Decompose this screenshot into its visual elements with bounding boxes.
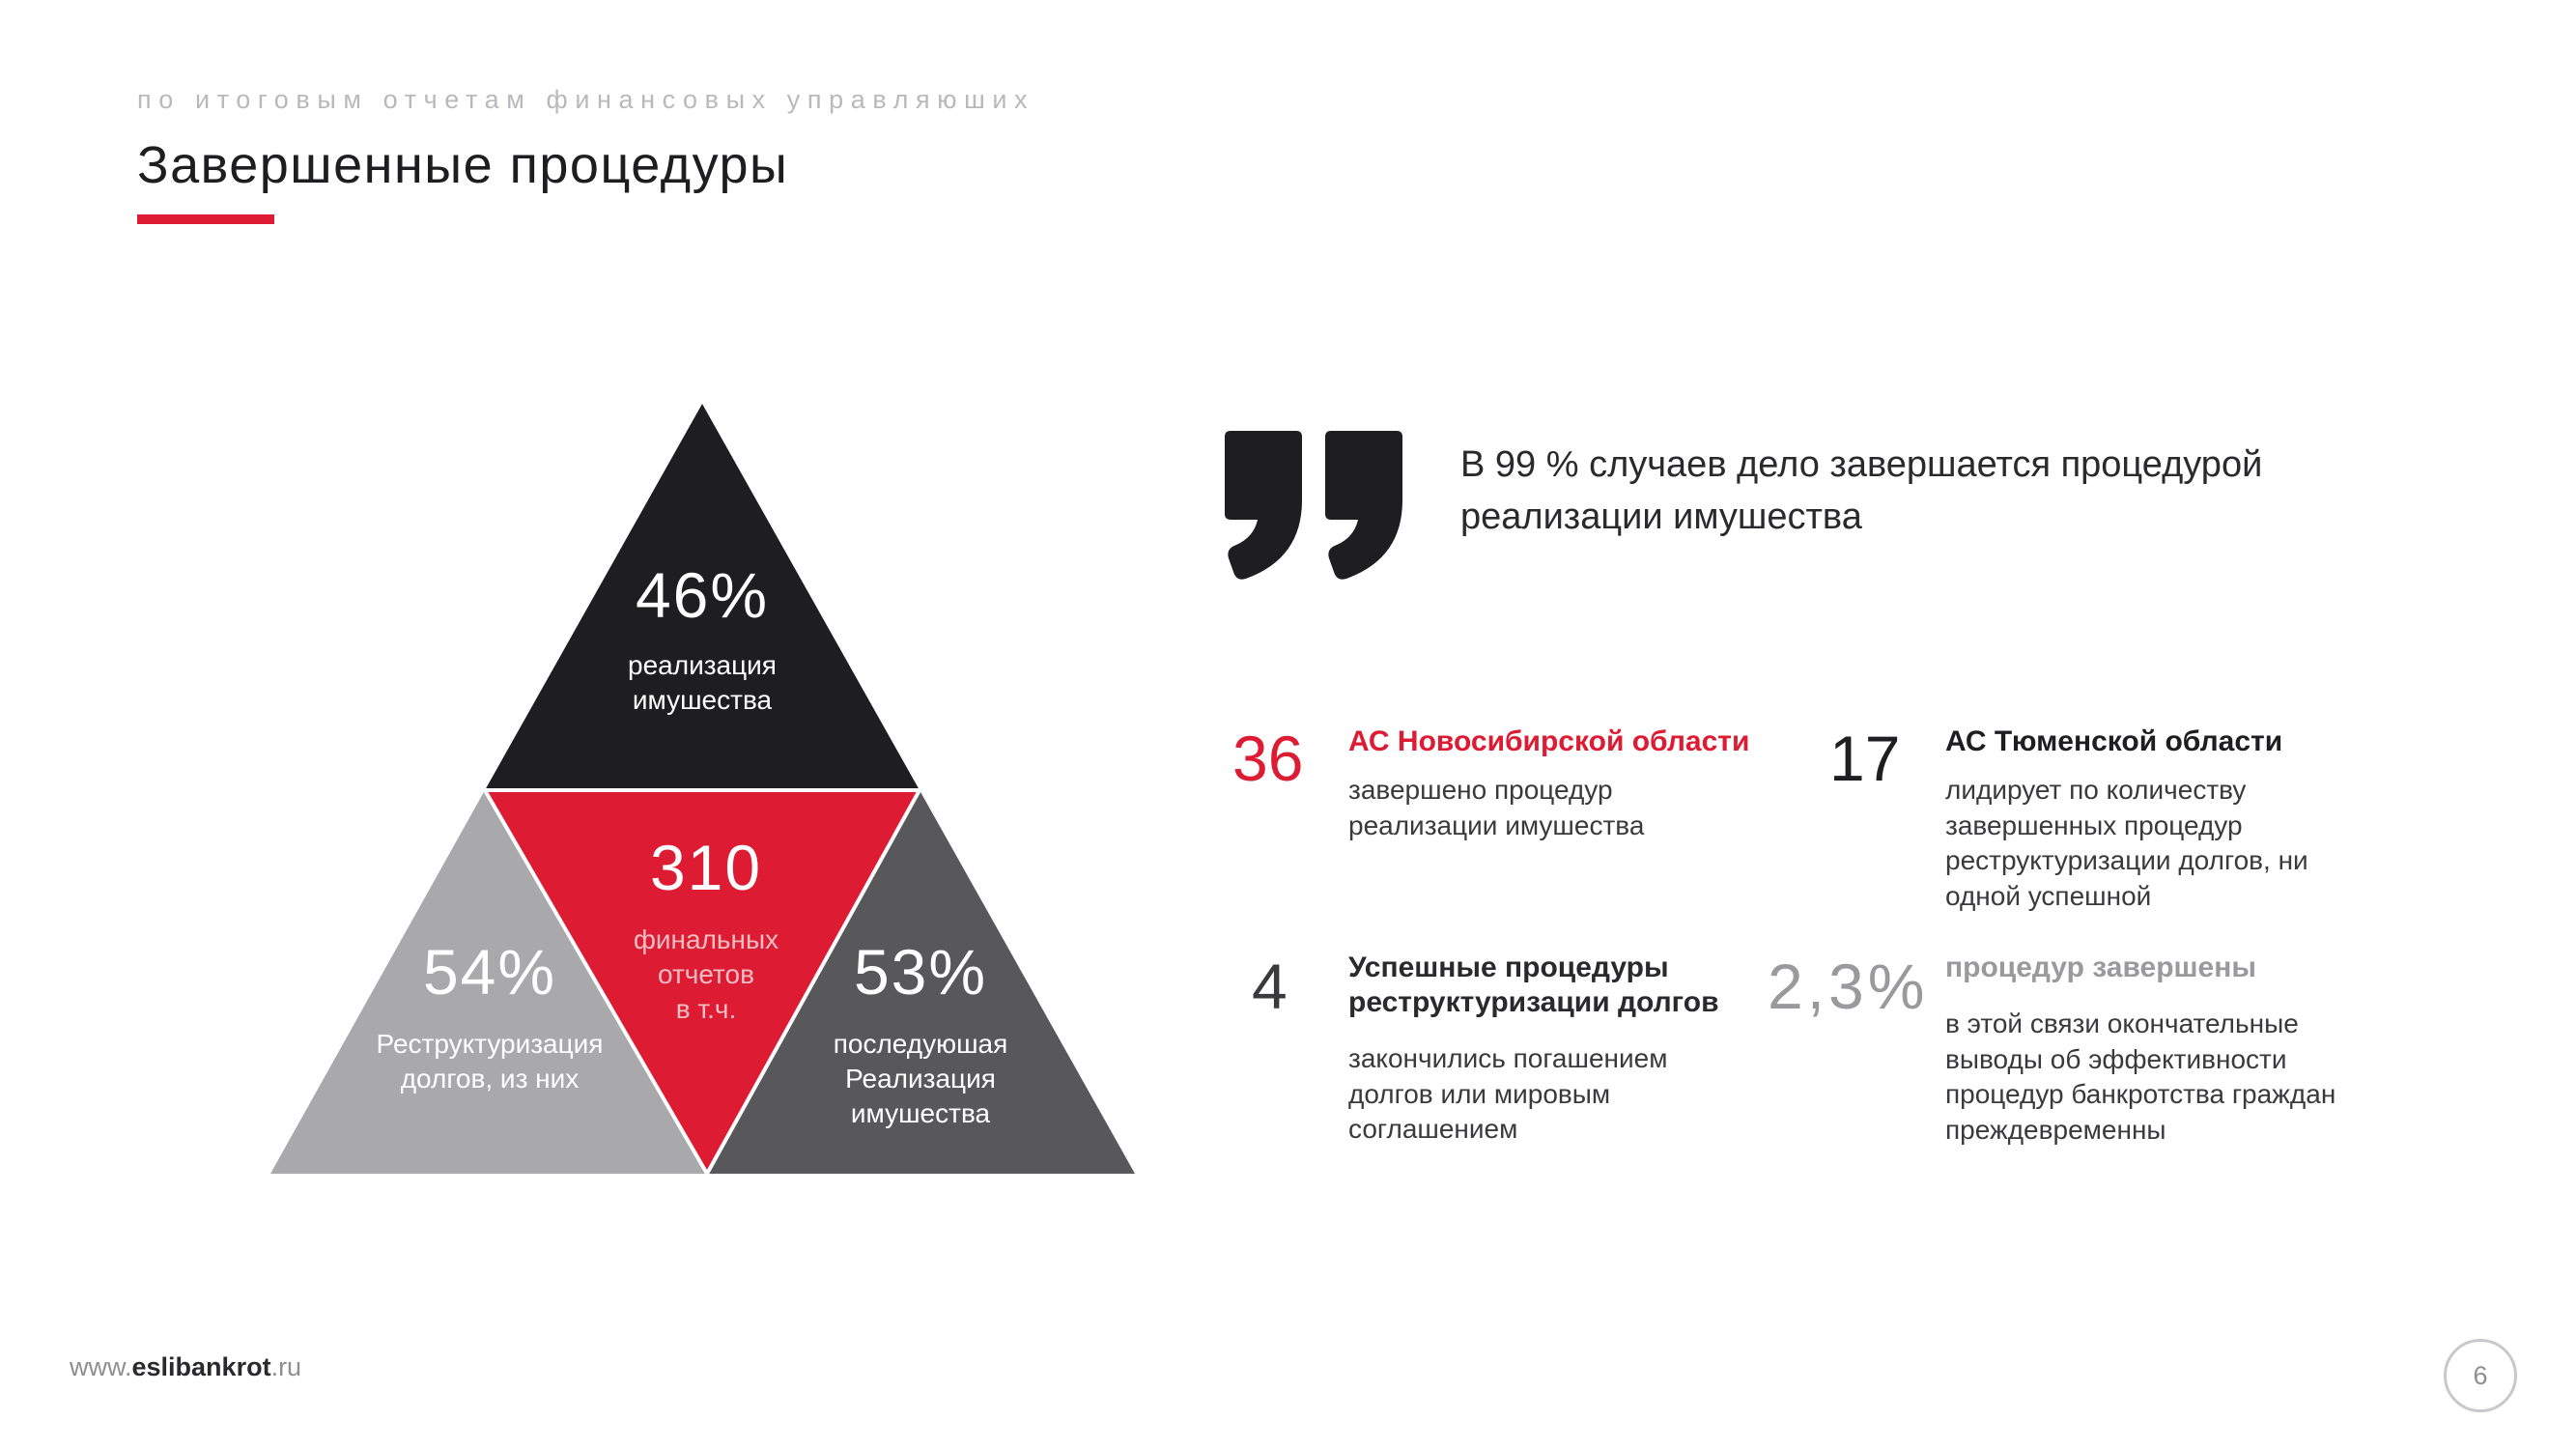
pyramid-top-triangle (485, 404, 920, 790)
stat-number-novosibirsk: 36 (1232, 723, 1304, 794)
stat-description-tyumen: лидирует по количеству завершенных проце… (1945, 775, 2308, 911)
stat-heading-successful: Успешные процедуры реструктуризации долг… (1348, 952, 1719, 1018)
stat-heading-tyumen: АС Тюменской области (1945, 725, 2283, 757)
stat-number-completed-share: 2,3% (1768, 951, 1929, 1022)
pyramid-top-value: 46% (636, 559, 769, 631)
pyramid-left-value: 54% (423, 936, 556, 1008)
pyramid-center-label-2: отчетов (658, 959, 754, 989)
pyramid-center-triangle (485, 790, 920, 1174)
page-number: 6 (2473, 1360, 2488, 1390)
quote-text: В 99 % случаев дело завершается процедур… (1460, 444, 2263, 537)
pyramid-left-label-2: долгов, из них (401, 1064, 580, 1094)
pyramid-divider-lines (483, 788, 923, 1177)
page-title: Завершенные процедуры (137, 136, 789, 194)
footer-url-suffix: .ru (270, 1352, 302, 1381)
page-subtitle: по итоговым отчетам финансовых управляюш… (137, 85, 1035, 114)
pyramid-left-triangle (270, 790, 707, 1174)
stat-heading-completed-share: процедур завершены (1945, 952, 2256, 983)
stat-number-successful: 4 (1252, 951, 1288, 1022)
footer-url-brand: eslibankrot (131, 1352, 271, 1381)
pyramid-top-label-1: реализация (628, 650, 777, 680)
page-number-badge: 6 (2444, 1339, 2517, 1412)
pyramid-right-label-2: Реализация (845, 1064, 996, 1094)
stat-number-tyumen: 17 (1829, 723, 1901, 794)
pyramid-center-label-1: финальных (634, 924, 778, 954)
quote-icon (1225, 431, 1402, 580)
pyramid-right-triangle (707, 790, 1135, 1174)
pyramid-diagram: 46% реализация имушества 310 финальных о… (270, 404, 1135, 1177)
footer-website-link[interactable]: www.eslibankrot.ru (70, 1352, 301, 1382)
title-underline (137, 214, 274, 224)
stat-description-completed-share: в этой связи окончательные выводы об эфф… (1945, 1009, 2336, 1145)
pyramid-left-label-1: Реструктуризация (377, 1029, 604, 1059)
stat-heading-novosibirsk: АС Новосибирской области (1348, 725, 1750, 757)
pyramid-center-value: 310 (650, 832, 762, 903)
pyramid-top-label-2: имушества (633, 685, 773, 715)
stat-description-successful: закончились погашением долгов или мировы… (1348, 1043, 1668, 1144)
pyramid-right-value: 53% (854, 936, 987, 1008)
footer-url-prefix: www. (70, 1352, 132, 1381)
pyramid-right-label-1: последуюшая (834, 1029, 1008, 1059)
pyramid-center-label-3: в т.ч. (676, 994, 737, 1024)
pyramid-right-label-3: имушества (851, 1098, 991, 1128)
stat-description-novosibirsk: завершено процедур реализации имушества (1348, 775, 1645, 840)
